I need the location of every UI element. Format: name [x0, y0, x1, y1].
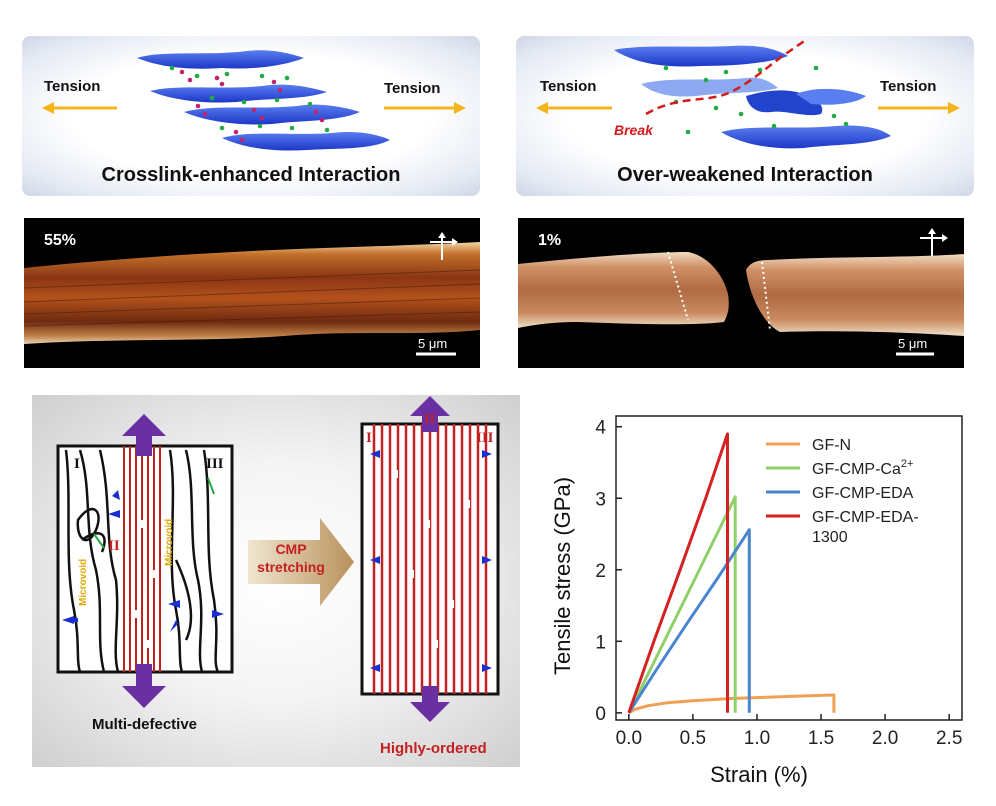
microvoid-label: Microvoid: [164, 518, 175, 566]
region-label-iii: III: [206, 456, 224, 472]
micrograph-55-percent: 55% 5 μm: [24, 218, 480, 368]
scale-bar-label: 5 μm: [898, 336, 928, 351]
strain-label: 1%: [538, 232, 562, 249]
region-label-ii: II: [424, 412, 435, 427]
region-label-i: I: [74, 456, 80, 472]
x-tick-label: 0.0: [616, 728, 642, 749]
process-label: CMP stretching: [254, 540, 328, 576]
region-label-ii: II: [108, 538, 120, 554]
over-weakened-panel: Tension Tension Break Over-weakened Inte…: [516, 36, 974, 196]
y-tick-label: 2: [595, 561, 606, 582]
legend-label: GF-N: [812, 437, 851, 454]
strain-label: 55%: [44, 232, 77, 249]
y-tick-label: 3: [595, 489, 606, 510]
process-label-line1: CMP: [275, 541, 307, 557]
x-tick-label: 2.5: [936, 728, 962, 749]
highly-ordered-caption: Highly-ordered: [380, 740, 487, 757]
tension-left-label: Tension: [540, 78, 597, 95]
y-tick-label: 0: [595, 704, 606, 725]
multi-defective-caption: Multi-defective: [92, 716, 198, 733]
crosslink-sheets-illustration: [42, 50, 466, 151]
series-line: [627, 432, 729, 714]
x-axis-label: Strain (%): [710, 762, 808, 787]
x-tick-label: 2.0: [872, 728, 898, 749]
scale-bar-label: 5 μm: [418, 336, 448, 351]
series-line: [627, 528, 751, 714]
legend-label: GF-CMP-EDA-: [812, 509, 919, 526]
broken-fiber-texture: [518, 228, 964, 356]
legend-label-superscript: 2+: [901, 458, 914, 470]
region-label-iii: III: [476, 430, 494, 446]
tension-right-label: Tension: [880, 78, 937, 95]
over-weakened-sheets-illustration: [536, 38, 960, 149]
legend-label: GF-CMP-Ca2+: [812, 458, 913, 478]
series-line: [628, 693, 836, 715]
legend-label: GF-CMP-EDA: [812, 485, 914, 502]
crosslink-panel: Tension Tension Crosslink-enhanced Inter…: [22, 36, 480, 196]
y-tick-label: 1: [595, 632, 606, 653]
tension-left-label: Tension: [44, 78, 101, 95]
region-label-i: I: [366, 430, 372, 446]
fiber-texture: [24, 232, 480, 356]
x-tick-label: 1.5: [808, 728, 834, 749]
legend-label-line2: 1300: [812, 529, 848, 546]
crosslink-caption: Crosslink-enhanced Interaction: [101, 164, 401, 186]
break-label: Break: [614, 122, 653, 138]
y-tick-label: 4: [595, 418, 606, 439]
microvoid-label: Microvoid: [78, 558, 89, 606]
over-weakened-caption: Over-weakened Interaction: [617, 164, 873, 186]
x-tick-label: 1.0: [744, 728, 770, 749]
y-axis-label: Tensile stress (GPa): [550, 477, 575, 675]
series-line: [627, 495, 737, 714]
plot-frame: [615, 415, 963, 721]
process-label-line2: stretching: [257, 559, 325, 575]
micrograph-1-percent: 1% 5 μm: [518, 218, 964, 368]
tension-right-label: Tension: [384, 80, 441, 97]
x-tick-label: 0.5: [680, 728, 706, 749]
tensile-stress-chart: 0.0 0.5 1.0 1.5 2.0 2.5 0 1 2 3 4 Strain (%) Tensile…: [550, 415, 963, 787]
